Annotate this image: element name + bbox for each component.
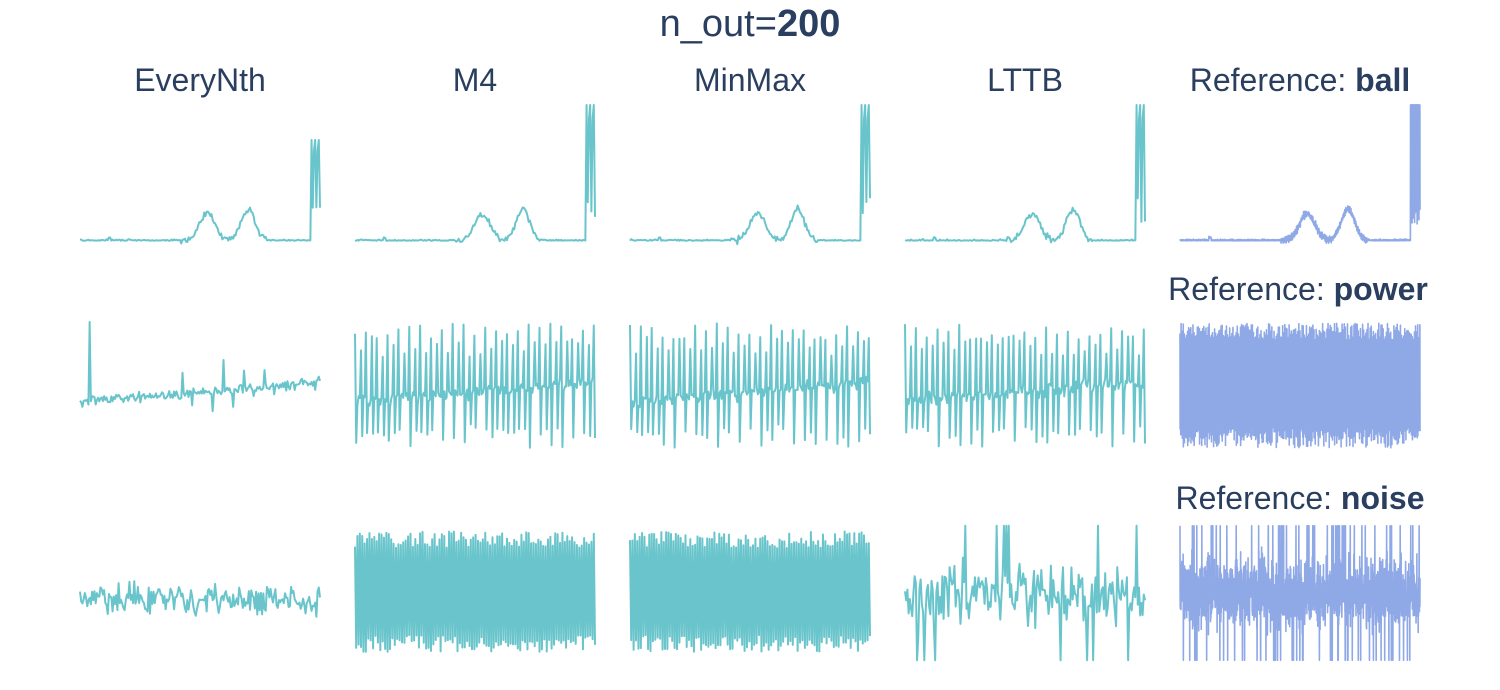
reference-title-power: Reference: power [1168,271,1428,307]
series-line-noise-reference [1179,525,1421,661]
column-title-everynth: EveryNth [134,62,266,98]
reference-title-prefix: Reference: [1190,62,1355,98]
series-line-power-reference [1179,322,1421,449]
series-line-power-lttb [904,323,1146,448]
series-line-noise-m4 [354,530,596,653]
series-line-ball-m4 [354,104,596,243]
series-line-power-m4 [354,322,596,449]
reference-title-name: ball [1355,62,1410,98]
reference-title-prefix: Reference: [1176,480,1341,516]
reference-title-ball: Reference: ball [1190,62,1411,98]
reference-title-name: power [1334,271,1428,307]
series-line-ball-everynth [79,139,321,245]
figure-title: n_out=200 [660,3,841,45]
series-line-ball-minmax [629,104,871,246]
column-title-m4: M4 [453,62,497,98]
series-line-noise-everynth [79,580,321,618]
reference-title-prefix: Reference: [1168,271,1333,307]
column-title-minmax: MinMax [694,62,806,98]
figure-title-prefix: n_out= [660,3,777,45]
series-line-power-everynth [79,321,321,413]
plot-grid [79,104,1421,662]
reference-title-noise: Reference: noise [1176,480,1425,516]
figure-title-value: 200 [777,3,840,45]
series-line-noise-lttb [904,524,1146,662]
series-line-ball-reference [1179,104,1421,245]
series-line-power-minmax [629,322,871,449]
series-line-noise-minmax [629,530,871,653]
reference-title-name: noise [1341,480,1425,516]
series-line-ball-lttb [904,104,1146,244]
column-title-lttb: LTTB [987,62,1063,98]
